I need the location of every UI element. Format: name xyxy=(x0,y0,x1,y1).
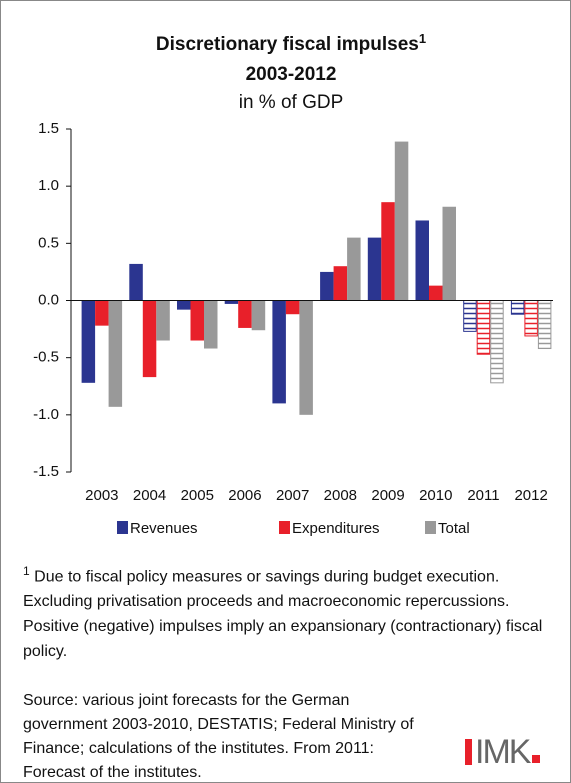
y-tick-label: 0.5 xyxy=(38,234,59,251)
title-note-marker: 1 xyxy=(419,31,426,46)
bar xyxy=(367,237,382,301)
chart-title-line2: 2003-2012 xyxy=(246,64,337,85)
bar xyxy=(476,300,491,355)
bar xyxy=(251,300,266,331)
bar xyxy=(381,202,395,301)
footnote-text: Due to fiscal policy measures or savings… xyxy=(23,568,543,661)
y-tick-label: 0.0 xyxy=(38,291,59,308)
bar xyxy=(142,300,157,378)
legend-label: Revenues xyxy=(130,520,198,537)
bar xyxy=(333,266,348,301)
bar xyxy=(285,300,300,315)
footnote: 1 Due to fiscal policy measures or savin… xyxy=(23,559,548,664)
x-tick-label: 2007 xyxy=(276,487,309,504)
bar xyxy=(442,206,456,301)
x-tick-label: 2006 xyxy=(228,487,261,504)
logo: IMK xyxy=(465,733,541,772)
x-tick-label: 2008 xyxy=(324,487,357,504)
bar xyxy=(510,300,525,315)
footnote-marker: 1 xyxy=(23,564,30,578)
bar xyxy=(429,285,443,301)
y-tick-label: 1.0 xyxy=(38,177,59,194)
bar xyxy=(347,237,361,301)
x-tick-label: 2004 xyxy=(133,487,166,504)
y-tick-label: -1.0 xyxy=(33,406,59,423)
x-tick-label: 2009 xyxy=(371,487,404,504)
bar xyxy=(524,300,538,337)
bar xyxy=(177,300,191,310)
bar xyxy=(95,300,109,326)
x-tick-label: 2012 xyxy=(514,487,547,504)
bar xyxy=(415,220,429,301)
logo-text: IMK xyxy=(475,733,531,771)
y-tick-label: -0.5 xyxy=(33,349,59,366)
y-tick-label: -1.5 xyxy=(33,463,59,480)
chart-title: Discretionary fiscal impulses1 xyxy=(156,31,426,55)
x-tick-label: 2011 xyxy=(467,487,499,504)
legend-swatch xyxy=(425,521,436,534)
legend-label: Total xyxy=(438,520,470,537)
bar xyxy=(490,300,504,384)
chart-subtitle: in % of GDP xyxy=(239,92,344,113)
bar xyxy=(463,300,477,332)
legend-swatch xyxy=(117,521,128,534)
bar xyxy=(320,271,334,301)
bar xyxy=(238,300,252,328)
x-tick-label: 2010 xyxy=(419,487,452,504)
bar xyxy=(204,300,218,349)
x-tick-label: 2005 xyxy=(181,487,214,504)
bar xyxy=(156,300,170,341)
bar xyxy=(394,141,409,301)
bar xyxy=(537,300,552,350)
bar xyxy=(81,300,96,383)
bar xyxy=(272,300,286,404)
bar xyxy=(224,300,239,304)
title-text: Discretionary fiscal impulses xyxy=(156,34,419,55)
legend-label: Expenditures xyxy=(292,520,380,537)
y-tick-label: 1.5 xyxy=(38,120,59,137)
bar xyxy=(190,300,204,341)
x-tick-label: 2003 xyxy=(85,487,118,504)
bar xyxy=(299,300,313,415)
chart: Discretionary fiscal impulses1 2003-2012… xyxy=(33,31,553,537)
bar xyxy=(108,300,123,407)
legend-swatch xyxy=(279,521,290,534)
bar xyxy=(129,263,143,301)
source: Source: various joint forecasts for the … xyxy=(23,692,414,781)
